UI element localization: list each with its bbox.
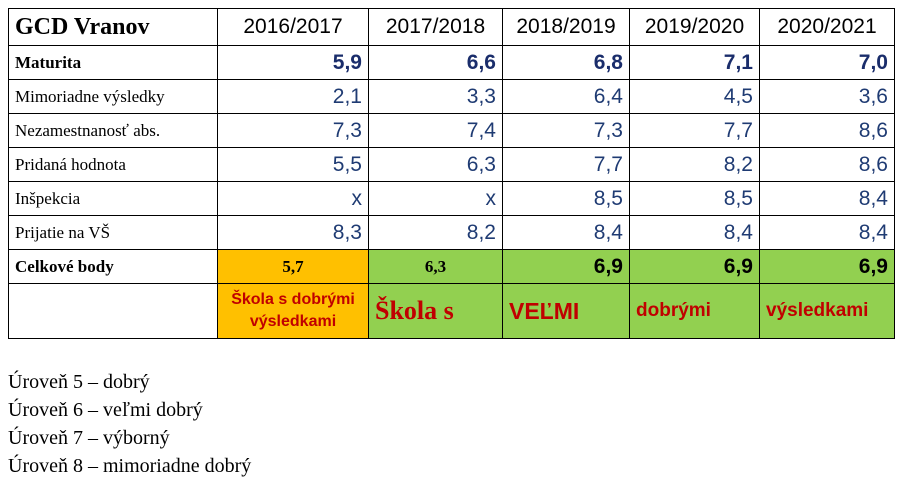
table-cell: 7,0 bbox=[759, 45, 895, 80]
row-label: Mimoriadne výsledky bbox=[8, 79, 218, 114]
table-cell: 7,3 bbox=[502, 113, 630, 148]
table-cell: 7,1 bbox=[629, 45, 760, 80]
row-label: Prijatie na VŠ bbox=[8, 215, 218, 250]
total-cell: 6,9 bbox=[629, 249, 760, 284]
year-header: 2016/2017 bbox=[217, 8, 369, 46]
table-row: Mimoriadne výsledky 2,1 3,3 6,4 4,5 3,6 bbox=[8, 79, 895, 114]
table-cell: 8,3 bbox=[217, 215, 369, 250]
table-cell: 3,3 bbox=[368, 79, 503, 114]
table-cell: 8,4 bbox=[502, 215, 630, 250]
row-label: Pridaná hodnota bbox=[8, 147, 218, 182]
table-row: Inšpekcia x x 8,5 8,5 8,4 bbox=[8, 181, 895, 216]
legend-item: Úroveň 8 – mimoriadne dobrý bbox=[8, 455, 252, 477]
table-cell: 6,8 bbox=[502, 45, 630, 80]
table-cell: 2,1 bbox=[217, 79, 369, 114]
table-cell: 6,6 bbox=[368, 45, 503, 80]
verdict-part: výsledkami bbox=[759, 283, 895, 339]
row-label: Inšpekcia bbox=[8, 181, 218, 216]
table-cell: 8,4 bbox=[759, 181, 895, 216]
table-cell: 4,5 bbox=[629, 79, 760, 114]
verdict-part: VEĽMI bbox=[502, 283, 630, 339]
table-cell: 7,4 bbox=[368, 113, 503, 148]
verdict-orange-text: Škola s dobrými výsledkami bbox=[217, 283, 369, 339]
year-header: 2018/2019 bbox=[502, 8, 630, 46]
table-cell: 5,5 bbox=[217, 147, 369, 182]
table-cell: 7,3 bbox=[217, 113, 369, 148]
table-cell: 7,7 bbox=[502, 147, 630, 182]
table-cell: 8,4 bbox=[759, 215, 895, 250]
verdict-part: Škola s bbox=[368, 283, 503, 339]
table-row: Pridaná hodnota 5,5 6,3 7,7 8,2 8,6 bbox=[8, 147, 895, 182]
verdict-part: dobrými bbox=[629, 283, 760, 339]
table-row-maturita: Maturita 5,9 6,6 6,8 7,1 7,0 bbox=[8, 45, 895, 80]
total-cell: 6,9 bbox=[759, 249, 895, 284]
row-label: Nezamestnanosť abs. bbox=[8, 113, 218, 148]
score-table: GCD Vranov 2016/2017 2017/2018 2018/2019… bbox=[8, 8, 895, 339]
year-header: 2020/2021 bbox=[759, 8, 895, 46]
table-cell: 8,6 bbox=[759, 147, 895, 182]
verdict-row: Škola s dobrými výsledkami Škola s VEĽMI… bbox=[8, 283, 895, 339]
verdict-empty-cell bbox=[8, 283, 218, 339]
total-cell: 6,9 bbox=[502, 249, 630, 284]
year-header: 2017/2018 bbox=[368, 8, 503, 46]
table-cell: x bbox=[217, 181, 369, 216]
level-legend: Úroveň 5 – dobrý Úroveň 6 – veľmi dobrý … bbox=[8, 368, 251, 480]
table-row: Prijatie na VŠ 8,3 8,2 8,4 8,4 8,4 bbox=[8, 215, 895, 250]
table-cell: 8,6 bbox=[759, 113, 895, 148]
table-title: GCD Vranov bbox=[8, 8, 218, 46]
table-cell: 8,2 bbox=[629, 147, 760, 182]
year-header: 2019/2020 bbox=[629, 8, 760, 46]
table-cell: 8,2 bbox=[368, 215, 503, 250]
legend-item: Úroveň 5 – dobrý bbox=[8, 371, 150, 393]
row-label: Maturita bbox=[8, 45, 218, 80]
header-row: GCD Vranov 2016/2017 2017/2018 2018/2019… bbox=[8, 8, 895, 46]
table-cell: 8,5 bbox=[502, 181, 630, 216]
table-cell: 6,4 bbox=[502, 79, 630, 114]
table-cell: 8,4 bbox=[629, 215, 760, 250]
table-cell: 8,5 bbox=[629, 181, 760, 216]
legend-item: Úroveň 6 – veľmi dobrý bbox=[8, 399, 203, 421]
table-cell: 7,7 bbox=[629, 113, 760, 148]
total-row: Celkové body 5,7 6,3 6,9 6,9 6,9 bbox=[8, 249, 895, 284]
legend-item: Úroveň 7 – výborný bbox=[8, 427, 170, 449]
table-cell: 3,6 bbox=[759, 79, 895, 114]
total-cell: 6,3 bbox=[368, 249, 503, 284]
table-row: Nezamestnanosť abs. 7,3 7,4 7,3 7,7 8,6 bbox=[8, 113, 895, 148]
row-label: Celkové body bbox=[8, 249, 218, 284]
total-cell: 5,7 bbox=[217, 249, 369, 284]
table-cell: 6,3 bbox=[368, 147, 503, 182]
table-cell: x bbox=[368, 181, 503, 216]
table-cell: 5,9 bbox=[217, 45, 369, 80]
